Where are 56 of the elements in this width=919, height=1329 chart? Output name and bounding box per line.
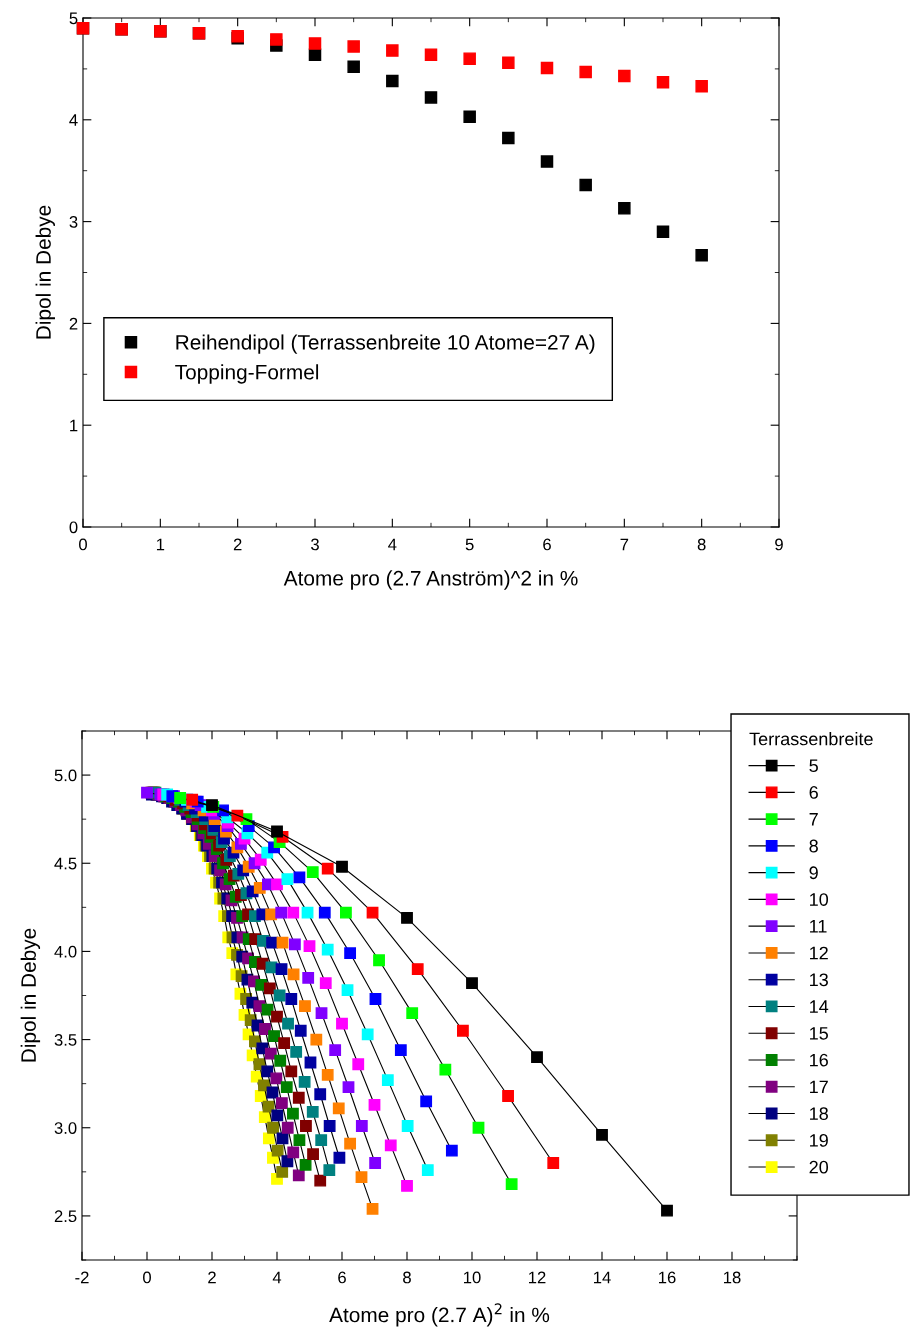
y-tick-label: 5.0 xyxy=(54,769,77,782)
x-tick-label: 12 xyxy=(529,1271,546,1284)
legend-label: 6 xyxy=(809,786,818,799)
y-tick-label: 4 xyxy=(69,114,78,126)
x-tick-label: 2 xyxy=(208,1271,216,1284)
y-tick-label: 3 xyxy=(69,216,78,228)
x-tick-label: 8 xyxy=(697,538,706,551)
y-axis-title: Dipol in Debye xyxy=(20,928,41,1062)
legend-label: 7 xyxy=(809,813,818,826)
legend-label: 9 xyxy=(809,866,818,880)
y-tick-label: 3.0 xyxy=(54,1122,77,1134)
y-tick-label: 4.0 xyxy=(54,945,77,958)
legend-label: 20 xyxy=(809,1160,829,1174)
x-tick-label: 7 xyxy=(620,538,629,551)
x-tick-label: 14 xyxy=(594,1271,611,1284)
y-tick-label: 3.5 xyxy=(54,1033,77,1046)
x-tick-label: 8 xyxy=(403,1271,411,1284)
y-tick-label: 0 xyxy=(69,521,78,534)
y-tick-label: 4.5 xyxy=(54,857,77,870)
x-tick-label: -2 xyxy=(75,1271,89,1284)
x-tick-label: 4 xyxy=(272,1271,282,1284)
x-tick-label: 6 xyxy=(338,1271,346,1284)
legend-label: 11 xyxy=(810,920,827,933)
y-tick-label: 5 xyxy=(69,12,78,25)
legend-label: Reihendipol (Terrassenbreite 10 Atome=27 A) xyxy=(176,334,595,354)
legend-label: 14 xyxy=(810,1000,829,1013)
x-tick-label: 4 xyxy=(388,538,397,551)
y-axis-title: Dipol in Debye xyxy=(35,205,55,339)
y-tick-label: 2.5 xyxy=(54,1210,77,1223)
x-tick-label: 6 xyxy=(543,538,551,551)
legend-label: 15 xyxy=(810,1027,828,1040)
legend-label: 18 xyxy=(810,1107,828,1121)
x-tick-label: 0 xyxy=(79,538,87,551)
y-tick-label: 1 xyxy=(70,419,78,432)
legend-label: 19 xyxy=(810,1133,828,1147)
legend-label: 17 xyxy=(810,1080,828,1094)
legend-label: Topping-Formel xyxy=(175,364,319,384)
x-tick-label: 3 xyxy=(311,538,319,551)
x-tick-label: 0 xyxy=(143,1271,151,1284)
legend-label: 13 xyxy=(810,973,828,987)
y-tick-label: 2 xyxy=(69,317,78,330)
x-tick-label: 10 xyxy=(464,1271,481,1284)
x-tick-label: 9 xyxy=(775,538,783,551)
x-tick-label: 5 xyxy=(465,538,474,551)
x-axis-title: Atome pro (2.7 A)$^{2}$ in % xyxy=(329,1303,550,1327)
x-tick-label: 2 xyxy=(233,538,242,551)
legend-label: 8 xyxy=(809,839,818,853)
x-tick-label: 1 xyxy=(156,538,165,551)
legend-label: 5 xyxy=(809,759,818,773)
x-tick-label: 18 xyxy=(724,1271,741,1284)
legend-label: 16 xyxy=(810,1053,828,1067)
x-tick-label: 16 xyxy=(659,1271,676,1284)
legend-label: 10 xyxy=(810,893,829,906)
x-axis-title: Atome pro (2.7 Anström)^2 in % xyxy=(283,570,578,590)
legend-label: 12 xyxy=(810,946,828,960)
legend-title: Terrassenbreite xyxy=(749,732,873,746)
